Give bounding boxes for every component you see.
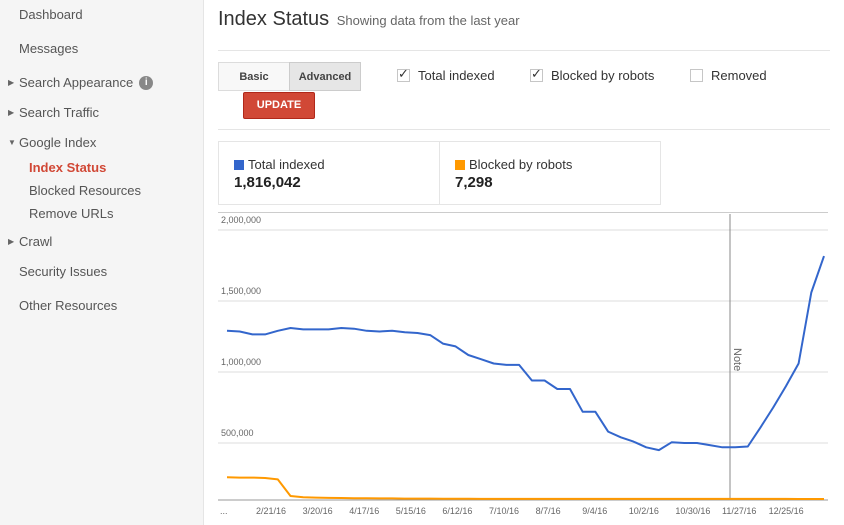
removed-checkbox[interactable]: Removed — [690, 68, 767, 83]
basic-toggle-button[interactable]: Basic — [218, 62, 290, 91]
sidebar-item-search-traffic[interactable]: ▶ Search Traffic — [8, 105, 99, 120]
sidebar-item-blocked-resources[interactable]: Blocked Resources — [29, 183, 141, 198]
legend-swatch-blue — [234, 159, 244, 170]
divider — [218, 50, 830, 51]
chevron-right-icon: ▶ — [8, 108, 15, 118]
checkbox-box[interactable]: ✓ — [397, 66, 410, 83]
page-subtitle: Showing data from the last year — [336, 13, 520, 28]
divider — [218, 129, 830, 130]
y-tick-label: 500,000 — [221, 428, 254, 438]
info-icon[interactable]: i — [139, 75, 154, 90]
checkmark-icon: ✓ — [398, 66, 409, 82]
sidebar-item-search-appearance[interactable]: ▶ Search Appearance i — [8, 75, 154, 91]
checkbox-label: Removed — [711, 68, 767, 83]
x-tick-label: 2/21/16 — [256, 506, 286, 516]
y-tick-label: 1,000,000 — [221, 357, 261, 367]
blocked-by-robots-label: Blocked by robots — [455, 157, 572, 172]
update-button[interactable]: UPDATE — [243, 92, 315, 119]
chevron-down-icon: ▼ — [8, 138, 16, 148]
index-status-chart: 2,000,000 1,500,000 1,000,000 500,000 Note..… — [218, 212, 830, 520]
x-tick-label: 10/30/16 — [675, 506, 710, 516]
annotation-label: Note — [731, 348, 743, 371]
totals-summary: Total indexed 1,816,042 Blocked by robot… — [218, 141, 661, 205]
sidebar-item-google-index[interactable]: ▼ Google Index — [8, 135, 96, 150]
page-title: Index Status Showing data from the last … — [218, 8, 520, 31]
sidebar-item-remove-urls[interactable]: Remove URLs — [29, 206, 114, 221]
x-tick-label: ... — [220, 506, 228, 516]
blocked-by-robots-label-text: Blocked by robots — [469, 157, 573, 172]
x-tick-label: 8/7/16 — [536, 506, 561, 516]
sidebar-item-label: Search Appearance — [19, 75, 134, 90]
checkbox-label: Blocked by robots — [551, 68, 655, 83]
series-line-total-indexed — [226, 255, 825, 452]
sidebar-item-dashboard[interactable]: Dashboard — [19, 7, 83, 22]
advanced-toggle-button[interactable]: Advanced — [289, 62, 361, 91]
total-indexed-value: 1,816,042 — [234, 174, 301, 191]
total-indexed-summary: Total indexed 1,816,042 — [219, 142, 440, 204]
blocked-by-robots-value: 7,298 — [455, 174, 493, 191]
checkbox-box[interactable]: ✓ — [530, 66, 543, 83]
x-tick-label: 10/2/16 — [629, 506, 659, 516]
total-indexed-checkbox[interactable]: ✓ Total indexed — [397, 66, 495, 83]
checkmark-icon: ✓ — [531, 66, 542, 82]
x-tick-label: 6/12/16 — [442, 506, 472, 516]
x-tick-label: 4/17/16 — [349, 506, 379, 516]
checkbox-label: Total indexed — [418, 68, 495, 83]
series-line-blocked-by-robots — [226, 476, 824, 500]
y-tick-label: 2,000,000 — [221, 215, 261, 225]
sidebar-item-label: Google Index — [19, 135, 97, 150]
chart-svg: 2,000,000 1,500,000 1,000,000 500,000 Note..… — [218, 212, 828, 516]
sidebar-item-security-issues[interactable]: Security Issues — [19, 264, 108, 279]
x-tick-label: 3/20/16 — [303, 506, 333, 516]
chevron-right-icon: ▶ — [8, 237, 15, 247]
sidebar: Dashboard Messages ▶ Search Appearance i ▶… — [0, 0, 204, 525]
sidebar-item-index-status[interactable]: Index Status — [29, 160, 107, 175]
x-tick-label: 7/10/16 — [489, 506, 519, 516]
blocked-by-robots-checkbox[interactable]: ✓ Blocked by robots — [530, 66, 655, 83]
x-tick-label: 12/25/16 — [769, 506, 804, 516]
blocked-by-robots-summary: Blocked by robots 7,298 — [440, 142, 660, 204]
sidebar-item-label: Crawl — [19, 234, 53, 249]
legend-swatch-orange — [455, 159, 465, 170]
x-tick-label: 9/4/16 — [582, 506, 607, 516]
total-indexed-label-text: Total indexed — [248, 157, 325, 172]
total-indexed-label: Total indexed — [234, 157, 325, 172]
sidebar-item-messages[interactable]: Messages — [19, 41, 79, 56]
sidebar-item-other-resources[interactable]: Other Resources — [19, 298, 118, 313]
x-tick-label: 11/27/16 — [722, 506, 756, 516]
chevron-right-icon: ▶ — [8, 78, 15, 88]
sidebar-item-label: Search Traffic — [19, 105, 99, 120]
page-title-text: Index Status — [218, 8, 330, 30]
x-tick-label: 5/15/16 — [396, 506, 426, 516]
y-tick-label: 1,500,000 — [221, 286, 261, 296]
checkbox-box[interactable] — [690, 69, 703, 83]
sidebar-item-crawl[interactable]: ▶ Crawl — [8, 234, 52, 249]
